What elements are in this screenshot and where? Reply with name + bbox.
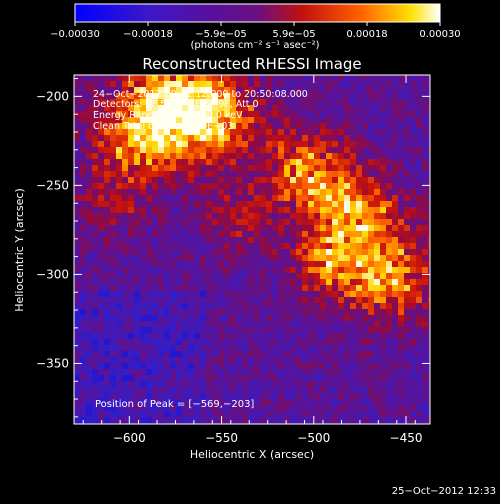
annotation-detectors: Detectors: 3F 5F 6F 7F 8F 9F, Att 0 [93,99,259,110]
annotation-clean-counts: Clean Total counts: 2.89E+03 [93,121,233,132]
annotation-energy-range: Energy Range: 25.0 − 50.0 keV [93,110,243,121]
timestamp: 25−Oct−2012 12:33 [392,486,496,497]
plot-frame [73,74,431,425]
x-axis-label: Heliocentric X (arcsec) [190,448,314,461]
annotation-peak-position: Position of Peak = [−569,−203] [95,399,254,410]
y-tick-label: −300 [36,267,69,281]
colorbar-ticks: −0.00030 −0.00018 −5.9e−05 5.9e−05 0.00018 0.… [50,22,461,40]
y-tick-label: −250 [36,178,69,192]
x-tick-label: −550 [205,431,238,445]
heatmap-image [74,75,430,424]
x-tick-label: −450 [390,431,423,445]
annotation-time-range: 24−Oct−2012 20:12:12.000 to 20:50:08.000 [93,89,308,100]
colorbar-tick-label: −0.00018 [123,29,173,40]
colorbar-tick-label: 0.00018 [346,29,387,40]
x-tick-label: −600 [113,431,146,445]
x-axis: −600 −550 −500 −450 [82,75,423,445]
colorbar-tick-label: −0.00030 [50,29,100,40]
x-tick-label: −500 [297,431,330,445]
colorbar-unit-label: (photons cm⁻² s⁻¹ asec⁻²) [190,40,319,51]
y-tick-label: −200 [36,89,69,103]
colorbar-tick-label: 5.9e−05 [272,29,315,40]
y-axis: −200 −250 −300 −350 [36,78,430,418]
colorbar-tick-label: 0.00030 [419,29,460,40]
colorbar-tick-label: −5.9e−05 [195,29,247,40]
y-tick-label: −350 [36,356,69,370]
colorbar [74,3,441,23]
y-axis-label: Heliocentric Y (arcsec) [13,188,26,312]
chart-title: Reconstructed RHESSI Image [142,55,361,73]
